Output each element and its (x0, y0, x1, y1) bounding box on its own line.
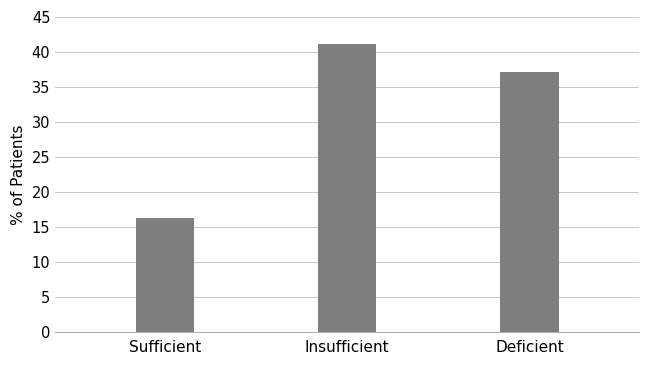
Y-axis label: % of Patients: % of Patients (11, 124, 26, 225)
Bar (135, 218, 194, 332)
Bar (318, 44, 376, 332)
Bar (500, 72, 558, 332)
